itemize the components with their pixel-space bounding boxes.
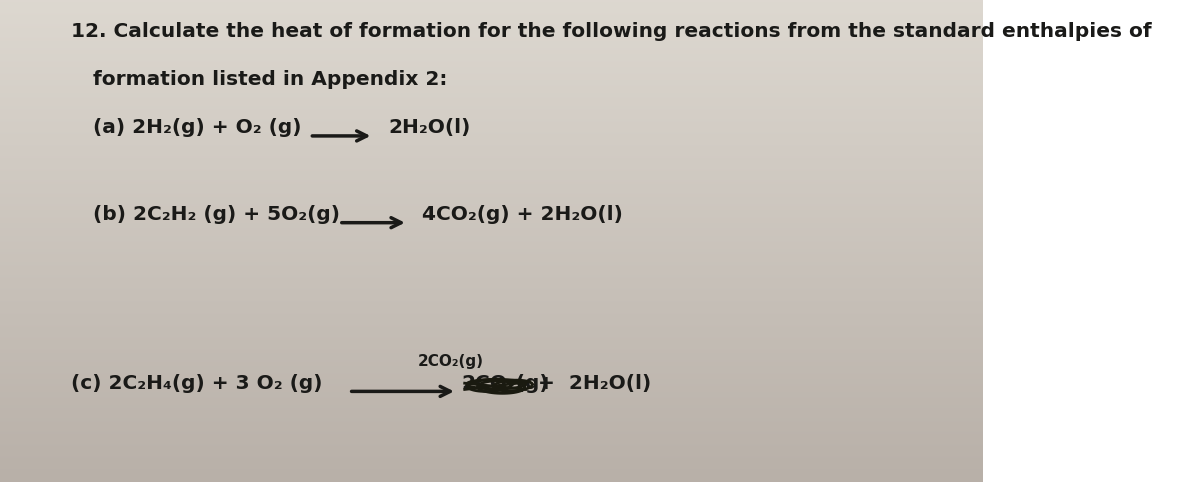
Text: (a) 2H₂(g) + O₂ (g): (a) 2H₂(g) + O₂ (g): [94, 118, 302, 137]
Text: 2CO₂(g): 2CO₂(g): [418, 354, 484, 369]
Text: (b) 2C₂H₂ (g) + 5O₂(g): (b) 2C₂H₂ (g) + 5O₂(g): [94, 205, 341, 224]
Text: 2H₂O(l): 2H₂O(l): [388, 118, 470, 137]
Text: +  2H₂O(l): + 2H₂O(l): [530, 374, 650, 392]
Text: 12. Calculate the heat of formation for the following reactions from the standar: 12. Calculate the heat of formation for …: [71, 22, 1151, 40]
Text: (c) 2C₂H₄(g) + 3 O₂ (g): (c) 2C₂H₄(g) + 3 O₂ (g): [71, 374, 323, 392]
Text: formation listed in Appendix 2:: formation listed in Appendix 2:: [94, 70, 448, 89]
Text: 2CO₂(g): 2CO₂(g): [462, 374, 550, 392]
Text: 4CO₂(g) + 2H₂O(l): 4CO₂(g) + 2H₂O(l): [422, 205, 623, 224]
